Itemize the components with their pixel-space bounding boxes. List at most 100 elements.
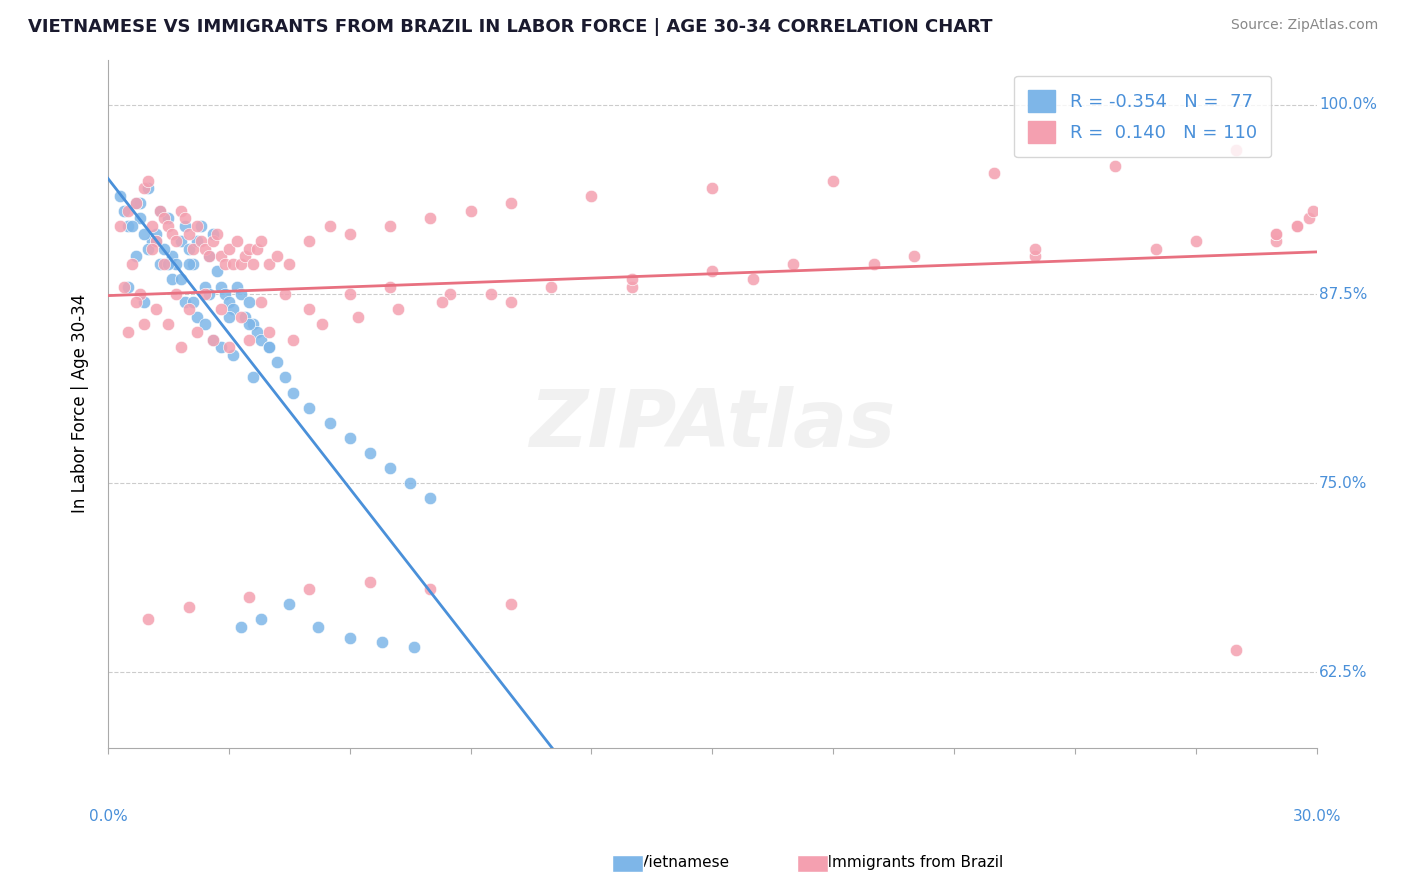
Point — [399, 476, 422, 491]
Point — [169, 234, 191, 248]
Point — [229, 620, 252, 634]
Point — [419, 582, 441, 597]
Point — [141, 242, 163, 256]
Point — [136, 181, 159, 195]
Point — [257, 325, 280, 339]
Point — [266, 355, 288, 369]
Point — [318, 219, 340, 233]
Point — [620, 279, 643, 293]
Point — [205, 264, 228, 278]
Point — [222, 257, 245, 271]
Text: 0.0%: 0.0% — [89, 809, 128, 823]
Point — [1265, 234, 1288, 248]
Point — [181, 257, 204, 271]
Point — [218, 294, 240, 309]
Point — [229, 287, 252, 301]
Point — [117, 219, 139, 233]
Point — [1225, 642, 1247, 657]
Point — [419, 211, 441, 226]
Point — [214, 257, 236, 271]
Point — [222, 348, 245, 362]
Y-axis label: In Labor Force | Age 30-34: In Labor Force | Age 30-34 — [72, 294, 89, 514]
Point — [404, 640, 426, 654]
Point — [1265, 227, 1288, 241]
Point — [201, 234, 224, 248]
Point — [145, 234, 167, 248]
Point — [149, 203, 172, 218]
Point — [186, 234, 208, 248]
Point — [233, 310, 256, 324]
Point — [153, 257, 176, 271]
Point — [862, 257, 884, 271]
Point — [257, 340, 280, 354]
Point — [460, 203, 482, 218]
Point — [129, 287, 152, 301]
Point — [318, 416, 340, 430]
Point — [190, 219, 212, 233]
Point — [201, 333, 224, 347]
Point — [141, 219, 163, 233]
Point — [782, 257, 804, 271]
Point — [134, 181, 156, 195]
Point — [117, 279, 139, 293]
Point — [339, 287, 361, 301]
Point — [226, 279, 249, 293]
Point — [149, 257, 172, 271]
Point — [157, 318, 180, 332]
Point — [242, 370, 264, 384]
Point — [620, 272, 643, 286]
Point — [1285, 219, 1308, 233]
Point — [186, 219, 208, 233]
Point — [250, 294, 273, 309]
Point — [177, 227, 200, 241]
Point — [274, 287, 297, 301]
Point — [112, 279, 135, 293]
Point — [218, 242, 240, 256]
Text: Vietnamese: Vietnamese — [619, 855, 728, 870]
Point — [283, 385, 305, 400]
Point — [186, 325, 208, 339]
Point — [378, 219, 401, 233]
Point — [194, 242, 217, 256]
Point — [173, 294, 195, 309]
Text: 62.5%: 62.5% — [1319, 665, 1368, 680]
Point — [194, 318, 217, 332]
Point — [125, 196, 148, 211]
Text: 87.5%: 87.5% — [1319, 286, 1368, 301]
Point — [209, 279, 232, 293]
Point — [162, 227, 184, 241]
Point — [209, 249, 232, 263]
Point — [125, 294, 148, 309]
Point — [129, 196, 152, 211]
Point — [257, 257, 280, 271]
Point — [229, 310, 252, 324]
Point — [238, 318, 260, 332]
Point — [250, 234, 273, 248]
Point — [136, 174, 159, 188]
Point — [702, 264, 724, 278]
Point — [169, 272, 191, 286]
Point — [1285, 219, 1308, 233]
Point — [201, 227, 224, 241]
Point — [1024, 249, 1046, 263]
Point — [112, 203, 135, 218]
Point — [311, 318, 333, 332]
Point — [823, 174, 845, 188]
Point — [136, 612, 159, 626]
Point — [209, 302, 232, 317]
Point — [205, 227, 228, 241]
Text: VIETNAMESE VS IMMIGRANTS FROM BRAZIL IN LABOR FORCE | AGE 30-34 CORRELATION CHAR: VIETNAMESE VS IMMIGRANTS FROM BRAZIL IN … — [28, 18, 993, 36]
Point — [1225, 144, 1247, 158]
Point — [194, 287, 217, 301]
Point — [499, 598, 522, 612]
Point — [499, 294, 522, 309]
Point — [298, 234, 321, 248]
Point — [741, 272, 763, 286]
Point — [186, 310, 208, 324]
Point — [117, 203, 139, 218]
Point — [339, 631, 361, 645]
Point — [242, 257, 264, 271]
Point — [177, 600, 200, 615]
Point — [181, 294, 204, 309]
Point — [181, 242, 204, 256]
